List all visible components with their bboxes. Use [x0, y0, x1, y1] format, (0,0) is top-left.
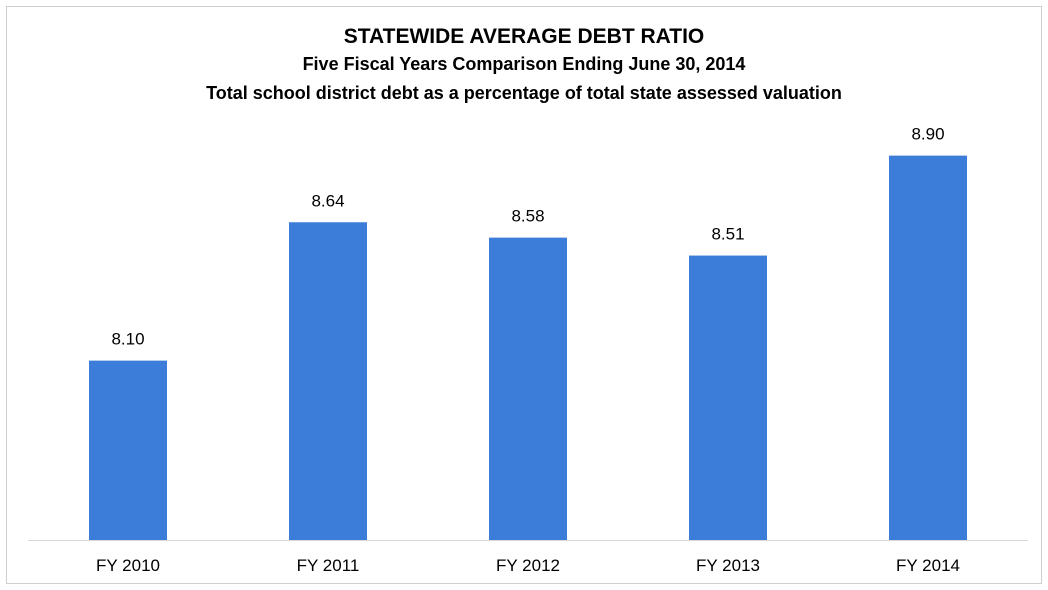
- chart-title: STATEWIDE AVERAGE DEBT RATIO: [343, 25, 705, 48]
- bar-fy-2011: [289, 222, 367, 540]
- bar-fy-2013: [689, 255, 767, 540]
- chart-subtitle-2: Total school district debt as a percenta…: [206, 83, 842, 103]
- x-tick-label: FY 2012: [496, 556, 560, 575]
- chart-subtitle: Five Fiscal Years Comparison Ending June…: [302, 54, 746, 74]
- data-label: 8.58: [511, 207, 544, 226]
- bar-fy-2014: [889, 155, 967, 540]
- chart-titles: STATEWIDE AVERAGE DEBT RATIO Five Fiscal…: [0, 24, 1048, 108]
- bar-fy-2012: [489, 237, 567, 540]
- data-label: 8.64: [311, 191, 344, 210]
- x-tick-label: FY 2014: [896, 556, 960, 575]
- data-label: 8.10: [111, 330, 144, 349]
- x-tick-label: FY 2013: [696, 556, 760, 575]
- x-tick-label: FY 2010: [96, 556, 160, 575]
- bar-fy-2010: [89, 360, 167, 540]
- x-tick-label: FY 2011: [297, 556, 360, 575]
- data-label: 8.90: [911, 125, 944, 144]
- data-label: 8.51: [711, 225, 744, 244]
